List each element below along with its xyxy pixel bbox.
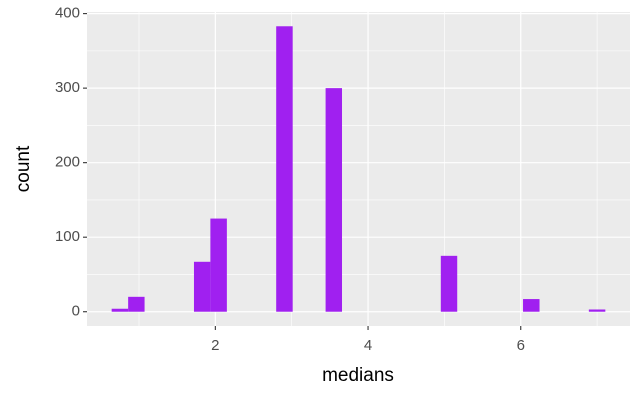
bar xyxy=(128,296,145,312)
bar xyxy=(325,88,343,312)
bar xyxy=(588,309,606,312)
axes: 0 100 200 300 400 2 4 6 xyxy=(55,5,525,354)
bar xyxy=(111,308,129,312)
bar xyxy=(276,26,293,312)
bars xyxy=(111,26,606,312)
x-tick-label: 4 xyxy=(364,337,372,354)
x-tick-label: 6 xyxy=(517,337,525,354)
bar xyxy=(193,261,211,312)
y-tick-label: 300 xyxy=(55,79,80,96)
bar xyxy=(440,255,458,312)
y-tick-label: 200 xyxy=(55,154,80,171)
y-axis-title: count xyxy=(13,145,34,192)
bar xyxy=(523,299,540,312)
y-tick-label: 400 xyxy=(55,5,80,22)
y-tick-label: 100 xyxy=(55,228,80,245)
x-tick-label: 2 xyxy=(211,337,219,354)
panel-background xyxy=(87,12,630,326)
y-tick-label: 0 xyxy=(72,303,80,320)
bar xyxy=(210,218,227,312)
x-axis-title: medians xyxy=(322,365,394,386)
